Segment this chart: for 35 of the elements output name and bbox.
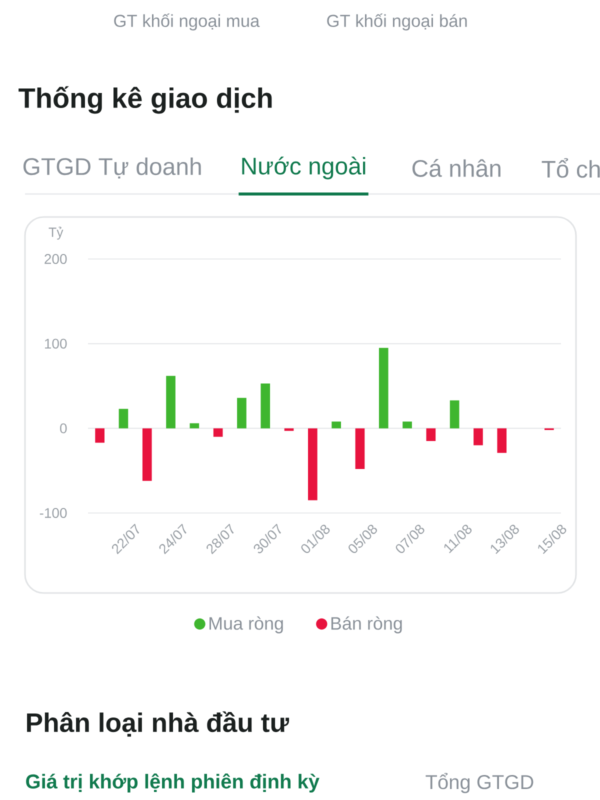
text: GT khối ngoại mua [114, 14, 260, 30]
bar [237, 398, 246, 428]
bar [166, 376, 176, 428]
bar [260, 383, 270, 428]
bar [213, 428, 223, 437]
bar [284, 428, 294, 431]
y-tick-label: 100 [44, 338, 67, 349]
bar [497, 428, 507, 453]
text: Giá trị khớp lệnh phiên định kỳ [26, 773, 320, 793]
text: Phân loại nhà đầu tư [27, 711, 290, 737]
bar [355, 428, 365, 469]
bar [402, 422, 412, 428]
bar [95, 428, 104, 443]
y-axis-title: Tỷ [48, 226, 64, 240]
bar [142, 428, 152, 481]
text: Cá nhân [412, 159, 500, 177]
text: GTGD Tự doanh [23, 157, 201, 179]
text: GT khối ngoại bán [327, 14, 467, 30]
legend-label: Mua ròng [210, 616, 283, 634]
bar [474, 428, 483, 446]
bar [308, 428, 318, 500]
y-tick-label: -100 [40, 508, 67, 518]
bar [426, 428, 436, 442]
chart-title: Thống kê giao dịch [18, 86, 272, 114]
y-tick-label: 0 [60, 423, 67, 434]
bar [118, 408, 128, 428]
legend-label: Bán ròng [331, 616, 402, 634]
bar [378, 348, 388, 428]
y-tick-label: 200 [44, 254, 67, 264]
bar [190, 423, 200, 428]
bar [450, 400, 460, 428]
text: Tổng GTGD [426, 772, 534, 794]
bar [332, 422, 341, 428]
text: Nước ngoài [242, 156, 366, 180]
text: Tổ ch [542, 158, 600, 178]
